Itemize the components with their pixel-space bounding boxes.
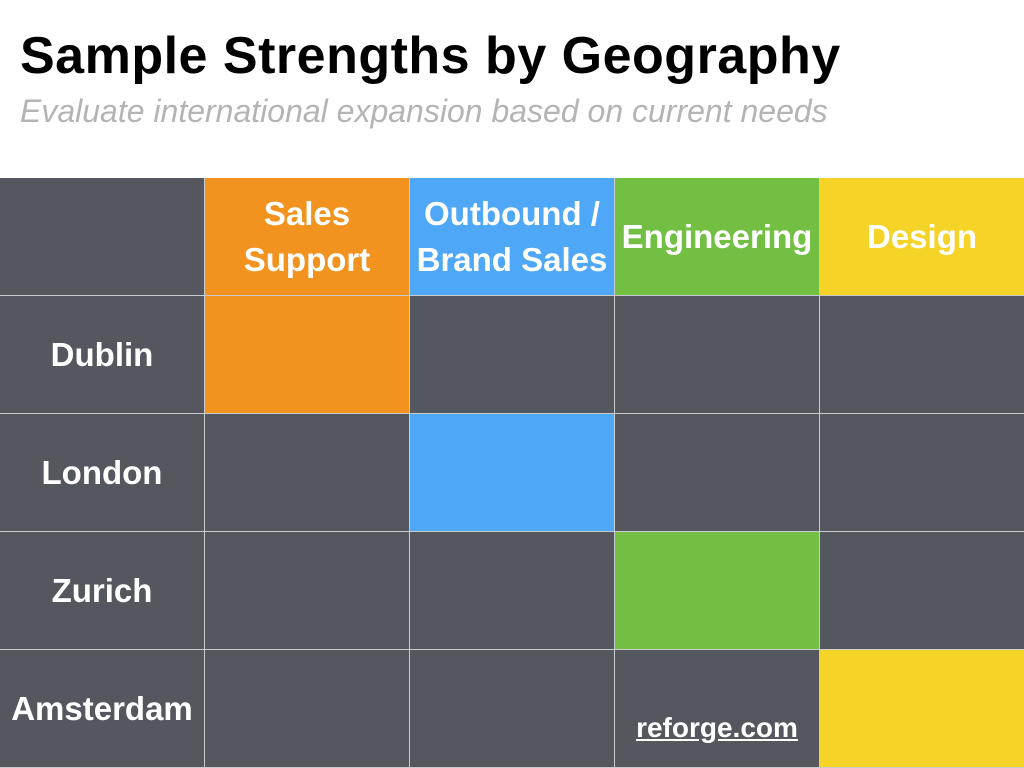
- matrix-cell: [410, 650, 615, 768]
- matrix-cell: [410, 532, 615, 650]
- column-header-label: Outbound / Brand Sales: [416, 194, 608, 278]
- row-header-zurich: Zurich: [0, 532, 205, 650]
- row-header-amsterdam: Amsterdam: [0, 650, 205, 768]
- matrix-cell: [615, 414, 820, 532]
- matrix-cell: [615, 532, 820, 650]
- matrix-cell: [820, 414, 1024, 532]
- matrix-cell: [205, 650, 410, 768]
- column-header-sales-support: Sales Support: [205, 178, 410, 296]
- matrix-cell: [205, 296, 410, 414]
- column-header-label: Sales Support: [243, 194, 371, 278]
- column-header-outbound-brand-sales: Outbound / Brand Sales: [410, 178, 615, 296]
- matrix-cell: [205, 532, 410, 650]
- column-header-label: Engineering: [621, 217, 813, 255]
- matrix-cell: [820, 296, 1024, 414]
- reforge-link[interactable]: reforge.com: [636, 712, 798, 743]
- column-header-label: Design: [866, 217, 978, 255]
- column-header-design: Design: [820, 178, 1024, 296]
- matrix-cell: [820, 532, 1024, 650]
- corner-cell: [0, 178, 205, 296]
- slide-subtitle: Evaluate international expansion based o…: [20, 93, 828, 129]
- strength-matrix: Sales Support Outbound / Brand Sales Eng…: [0, 178, 1024, 768]
- row-header-label: Amsterdam: [11, 689, 193, 727]
- row-header-label: Zurich: [51, 571, 153, 609]
- row-header-london: London: [0, 414, 205, 532]
- matrix-cell: [820, 650, 1024, 768]
- matrix-cell: reforge.com: [615, 650, 820, 768]
- row-header-dublin: Dublin: [0, 296, 205, 414]
- column-header-engineering: Engineering: [615, 178, 820, 296]
- matrix-cell: [410, 296, 615, 414]
- matrix-cell: [615, 296, 820, 414]
- matrix-cell: [205, 414, 410, 532]
- row-header-label: London: [41, 453, 163, 491]
- matrix-cell: [410, 414, 615, 532]
- slide-title: Sample Strengths by Geography: [20, 27, 841, 85]
- row-header-label: Dublin: [50, 335, 154, 373]
